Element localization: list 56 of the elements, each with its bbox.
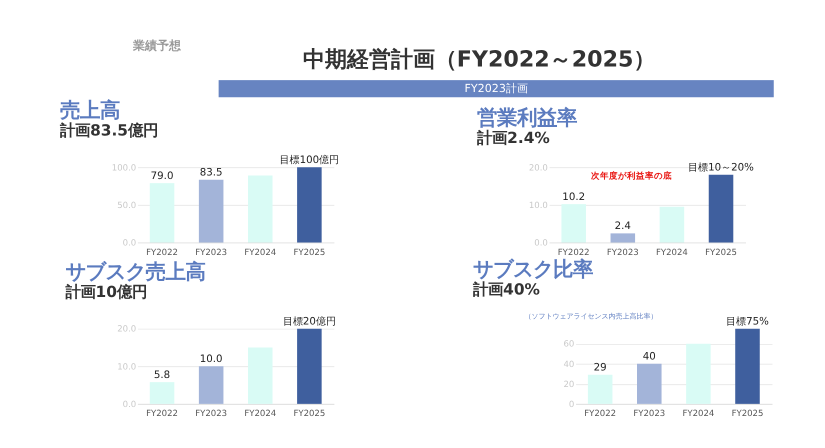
- bar: [150, 382, 174, 404]
- x-tick-label: FY2023: [633, 409, 666, 420]
- data-label: 10.0: [200, 353, 223, 366]
- data-label: 5.8: [154, 368, 170, 381]
- bar: [686, 344, 711, 404]
- bar: [637, 364, 662, 404]
- data-label: 83.5: [200, 166, 223, 178]
- chart-title: サブスク売上高: [66, 259, 206, 284]
- x-tick-label: FY2023: [195, 409, 228, 420]
- bar: [610, 233, 636, 242]
- annotation: 目標10～20%: [688, 162, 754, 174]
- x-tick-label: FY2022: [558, 248, 590, 258]
- annotation: 次年度が利益率の底: [591, 170, 672, 182]
- data-label: 29: [594, 362, 607, 374]
- bar: [150, 183, 174, 242]
- bar: [660, 206, 684, 242]
- bar: [248, 347, 273, 404]
- bar: [735, 328, 760, 404]
- bar: [588, 374, 612, 404]
- x-tick-label: FY2023: [195, 248, 228, 258]
- data-label: 79.0: [150, 170, 174, 182]
- data-label: 40: [642, 350, 656, 363]
- bar: [198, 180, 224, 242]
- x-tick-label: FY2025: [293, 248, 326, 258]
- text: FY2023計画: [464, 82, 528, 96]
- x-tick-label: FY2022: [584, 409, 616, 420]
- x-tick-label: FY2022: [146, 248, 178, 258]
- x-tick-label: FY2024: [682, 409, 714, 420]
- bar: [297, 167, 322, 242]
- chart-title: 営業利益率: [477, 105, 578, 130]
- x-tick-label: FY2024: [244, 248, 276, 258]
- bar: [561, 204, 586, 242]
- x-tick-label: FY2025: [732, 409, 764, 420]
- x-tick-label: FY2024: [656, 248, 688, 258]
- bar: [297, 328, 322, 404]
- data-label: 2.4: [614, 220, 631, 232]
- data-label: 目標75%: [726, 315, 770, 328]
- bar: [248, 176, 273, 242]
- x-tick-label: FY2025: [705, 248, 737, 258]
- chart-subtitle: 計画40%: [472, 280, 540, 299]
- data-label: 10.2: [562, 190, 586, 203]
- x-tick-label: FY2022: [146, 409, 178, 420]
- chart-subtitle: 計画83.5億円: [59, 122, 158, 140]
- data-label: 目標100億円: [280, 154, 340, 166]
- text: 業績予想: [132, 38, 182, 52]
- chart-title: 売上高: [60, 98, 120, 122]
- x-tick-label: FY2023: [606, 248, 639, 258]
- bar: [708, 174, 734, 242]
- text: 中期経営計画（FY2022～2025）: [302, 46, 656, 73]
- data-label: 目標20億円: [282, 315, 336, 328]
- chart-subtitle: 計画2.4%: [476, 129, 550, 148]
- chart-subtitle: 計画10億円: [64, 283, 147, 302]
- x-tick-label: FY2025: [293, 409, 326, 420]
- x-tick-label: FY2024: [244, 409, 276, 420]
- chart-title: サブスク比率: [473, 256, 594, 281]
- bar: [198, 366, 224, 404]
